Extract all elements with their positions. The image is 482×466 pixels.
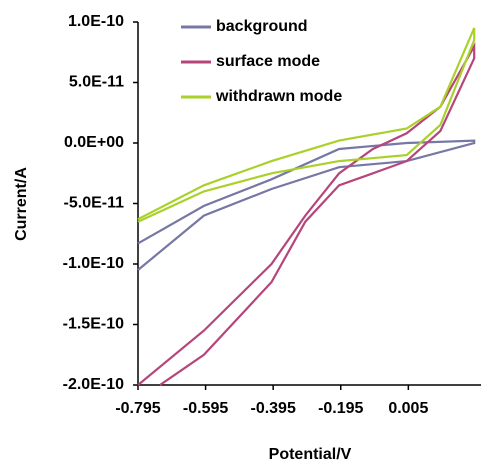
legend-label: withdrawn mode [215, 88, 342, 105]
y-tick-label: 5.0E-11 [69, 74, 124, 91]
x-axis-title: Potential/V [269, 446, 352, 463]
series-line [137, 139, 476, 271]
x-tick-label: -0.395 [250, 400, 295, 417]
y-tick-label: 0.0E+00 [64, 134, 124, 151]
y-tick-label: -1.0E-10 [63, 255, 124, 272]
x-tick-label: -0.595 [183, 400, 228, 417]
series-line [137, 41, 476, 386]
legend-label: background [216, 18, 308, 35]
y-tick-label: -5.0E-11 [64, 195, 125, 212]
series-line [137, 27, 476, 223]
x-tick-label: 0.005 [388, 400, 428, 417]
x-tick-label: -0.195 [318, 400, 363, 417]
y-axis-title: Current/A [13, 167, 30, 241]
y-tick-label: -1.5E-10 [63, 316, 124, 333]
legend-label: surface mode [216, 53, 320, 70]
x-tick-label: -0.795 [115, 400, 160, 417]
y-tick-label: -2.0E-10 [63, 376, 124, 393]
y-tick-label: 1.0E-10 [68, 13, 124, 30]
